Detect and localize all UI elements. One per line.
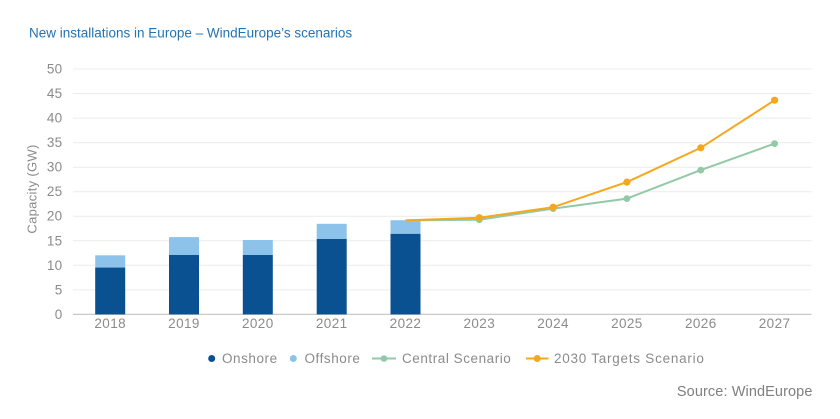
svg-text:10: 10 [47, 258, 63, 273]
svg-text:New installations in Europe –: New installations in Europe – WindEurope… [29, 26, 352, 41]
svg-text:2022: 2022 [390, 316, 422, 331]
svg-text:0: 0 [55, 307, 63, 322]
svg-text:20: 20 [47, 209, 63, 224]
svg-text:Central Scenario: Central Scenario [402, 351, 511, 366]
svg-text:25: 25 [47, 184, 63, 199]
svg-text:15: 15 [47, 233, 63, 248]
svg-text:Capacity (GW): Capacity (GW) [25, 144, 40, 233]
svg-text:2025: 2025 [611, 316, 643, 331]
svg-text:40: 40 [47, 111, 63, 126]
svg-text:30: 30 [47, 160, 63, 175]
svg-text:2023: 2023 [463, 316, 495, 331]
svg-text:2027: 2027 [759, 316, 791, 331]
svg-text:Source: WindEurope: Source: WindEurope [677, 384, 813, 400]
svg-text:2030 Targets Scenario: 2030 Targets Scenario [554, 351, 705, 366]
svg-text:2026: 2026 [685, 316, 717, 331]
svg-text:Offshore: Offshore [305, 351, 361, 366]
svg-text:2021: 2021 [316, 316, 348, 331]
svg-text:2018: 2018 [94, 316, 126, 331]
svg-text:2024: 2024 [537, 316, 569, 331]
svg-text:45: 45 [47, 86, 63, 101]
svg-text:5: 5 [55, 282, 63, 297]
svg-text:Onshore: Onshore [222, 351, 278, 366]
svg-text:2020: 2020 [242, 316, 274, 331]
svg-text:35: 35 [47, 135, 63, 150]
svg-text:2019: 2019 [168, 316, 200, 331]
svg-text:50: 50 [47, 62, 63, 77]
